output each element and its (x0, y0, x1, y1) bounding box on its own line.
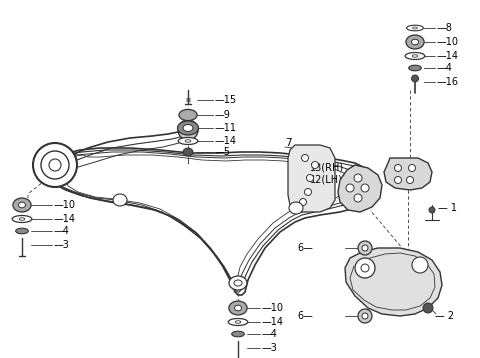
Text: — 1: — 1 (438, 203, 457, 213)
Ellipse shape (33, 143, 77, 187)
Text: 6—: 6— (297, 311, 313, 321)
Polygon shape (288, 145, 335, 212)
Ellipse shape (358, 241, 372, 255)
Ellipse shape (178, 121, 199, 135)
Ellipse shape (19, 202, 25, 208)
Ellipse shape (411, 39, 419, 45)
Text: 13(RH): 13(RH) (310, 163, 344, 173)
Text: —14: —14 (54, 214, 76, 224)
Ellipse shape (406, 35, 424, 49)
Ellipse shape (234, 280, 242, 286)
Ellipse shape (185, 140, 191, 142)
Text: —4: —4 (54, 226, 70, 236)
Ellipse shape (178, 120, 198, 140)
Ellipse shape (354, 174, 362, 182)
Ellipse shape (412, 27, 418, 29)
Ellipse shape (19, 218, 25, 220)
Ellipse shape (228, 319, 248, 325)
Ellipse shape (423, 303, 433, 313)
Ellipse shape (229, 301, 247, 315)
Ellipse shape (183, 148, 193, 156)
Polygon shape (384, 158, 432, 190)
Ellipse shape (232, 331, 244, 337)
Ellipse shape (395, 176, 401, 184)
Text: —11: —11 (215, 123, 237, 133)
Ellipse shape (362, 313, 368, 319)
Text: — 2: — 2 (435, 311, 454, 321)
Ellipse shape (408, 164, 416, 171)
Ellipse shape (407, 25, 423, 31)
Ellipse shape (235, 305, 241, 311)
Ellipse shape (16, 228, 28, 234)
Ellipse shape (355, 258, 375, 278)
Text: —8: —8 (437, 23, 453, 33)
Ellipse shape (429, 207, 435, 213)
Ellipse shape (184, 126, 192, 134)
Ellipse shape (183, 125, 193, 131)
Ellipse shape (41, 151, 69, 179)
Text: —3: —3 (54, 240, 70, 250)
Ellipse shape (235, 321, 241, 323)
Text: —10: —10 (54, 200, 76, 210)
Ellipse shape (362, 245, 368, 251)
Ellipse shape (412, 257, 428, 273)
Ellipse shape (361, 184, 369, 192)
Text: —15: —15 (215, 95, 237, 105)
Ellipse shape (49, 159, 61, 171)
Ellipse shape (354, 194, 362, 202)
Ellipse shape (408, 65, 421, 71)
Ellipse shape (407, 176, 413, 184)
Ellipse shape (307, 174, 313, 182)
Text: 6—: 6— (297, 243, 313, 253)
Ellipse shape (289, 202, 303, 214)
Ellipse shape (312, 161, 319, 169)
Ellipse shape (300, 198, 307, 205)
Polygon shape (345, 248, 442, 316)
Ellipse shape (113, 194, 127, 206)
Text: 12(LH): 12(LH) (310, 175, 343, 185)
Ellipse shape (229, 276, 247, 290)
Text: —16: —16 (437, 77, 459, 87)
Ellipse shape (346, 184, 354, 192)
Ellipse shape (178, 137, 198, 145)
Ellipse shape (405, 53, 425, 59)
Text: —14: —14 (262, 317, 284, 327)
Text: —4: —4 (262, 329, 278, 339)
Ellipse shape (301, 155, 309, 161)
Text: —10: —10 (262, 303, 284, 313)
Ellipse shape (395, 164, 401, 171)
Ellipse shape (358, 309, 372, 323)
Text: 7: 7 (285, 138, 292, 148)
Polygon shape (338, 165, 382, 212)
Text: —10: —10 (437, 37, 459, 47)
Ellipse shape (412, 55, 418, 57)
Text: —3: —3 (262, 343, 278, 353)
Text: —5: —5 (215, 147, 231, 157)
Ellipse shape (304, 189, 312, 195)
Ellipse shape (361, 264, 369, 272)
Text: —9: —9 (215, 110, 231, 120)
Text: —4: —4 (437, 63, 453, 73)
Ellipse shape (411, 75, 419, 82)
Text: —14: —14 (215, 136, 237, 146)
Ellipse shape (13, 198, 31, 212)
Text: —14: —14 (437, 51, 459, 61)
Ellipse shape (12, 216, 32, 223)
Ellipse shape (179, 110, 197, 121)
